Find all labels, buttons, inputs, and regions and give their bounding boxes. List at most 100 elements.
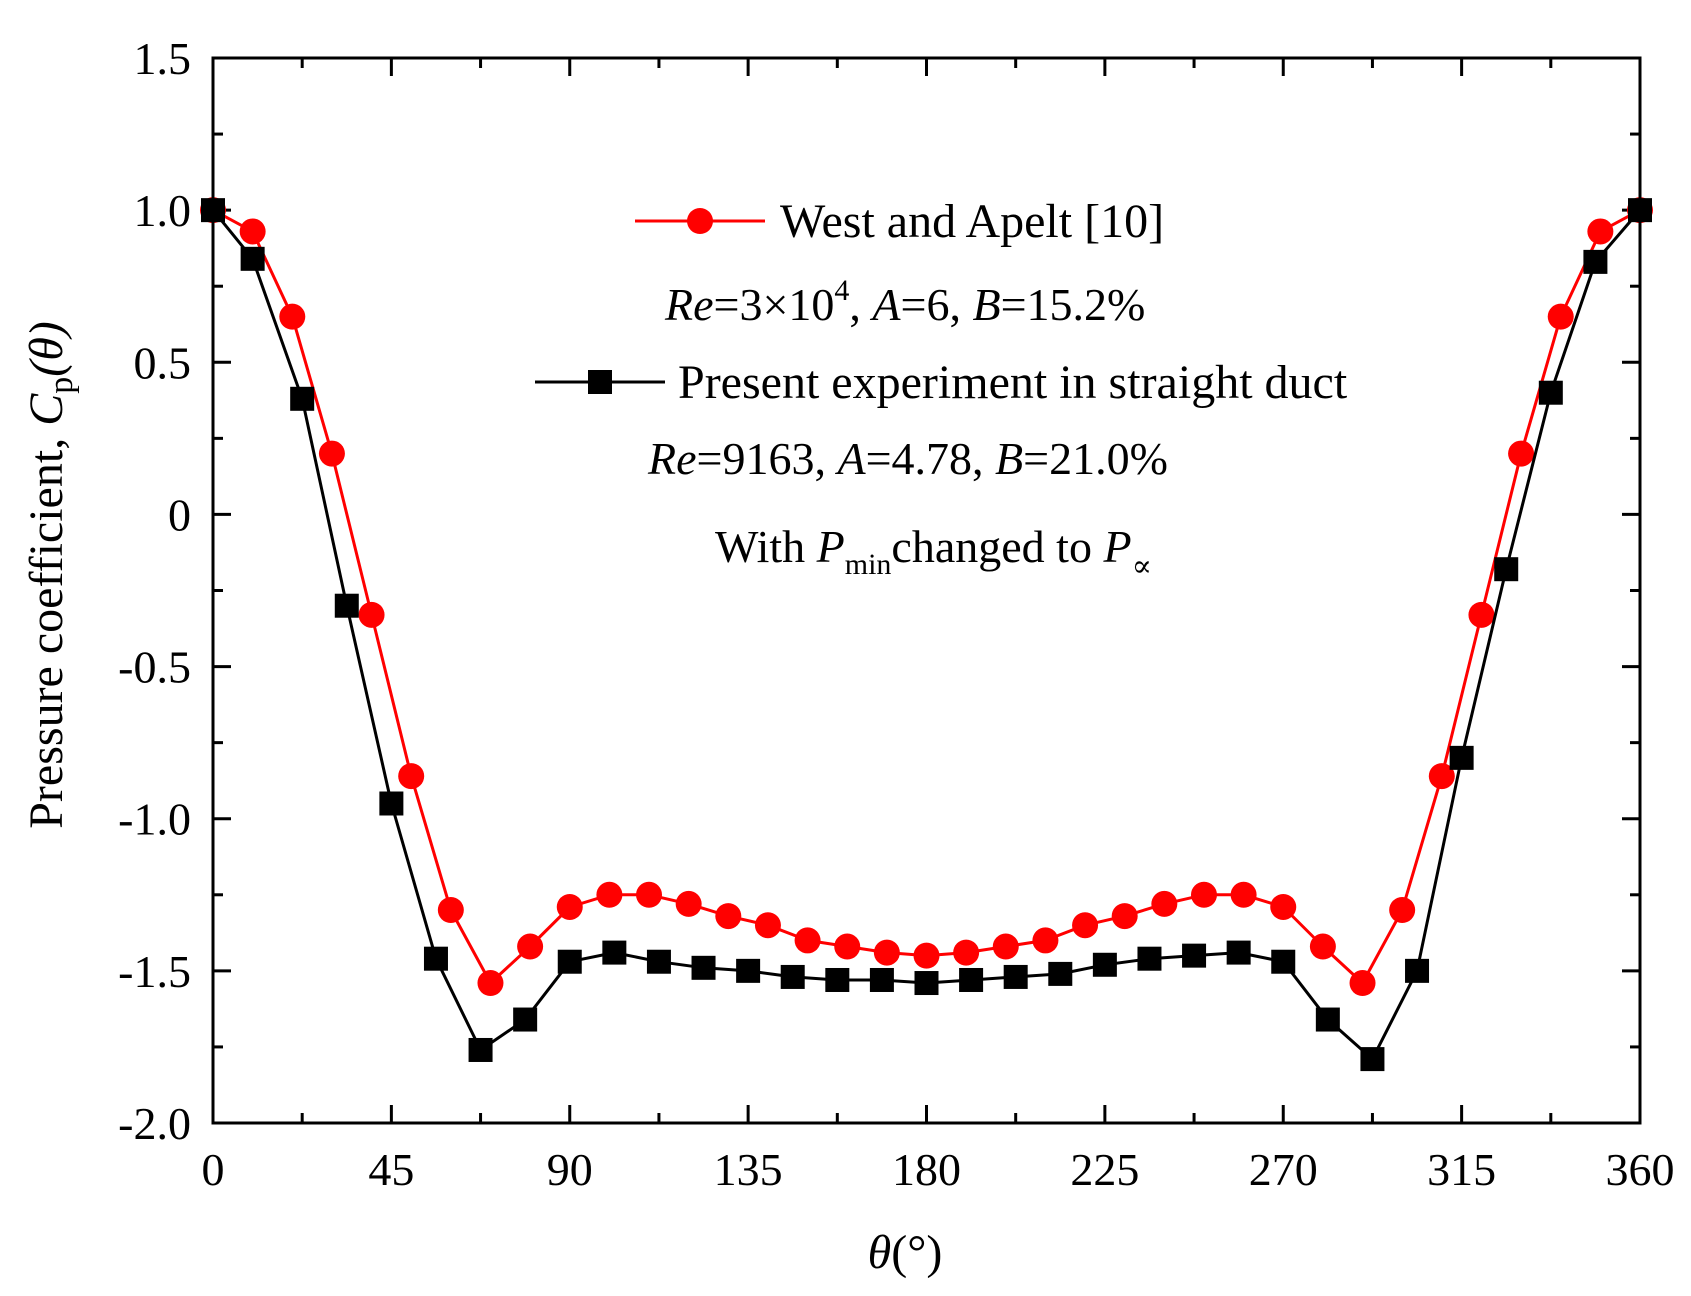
x-tick-labels: 0 45 90 135 180 225 270 315 360: [202, 1144, 1675, 1195]
data-point: [477, 970, 504, 997]
data-point: [1494, 557, 1519, 582]
y-tick-label: -0.5: [118, 642, 191, 693]
data-point: [1538, 380, 1563, 405]
data-point: [1271, 949, 1296, 974]
data-point: [468, 1037, 493, 1062]
data-point: [1583, 249, 1608, 274]
data-point: [358, 601, 385, 628]
legend-params-west: Re=3×104, A=6, B=15.2%: [664, 274, 1145, 330]
x-tick-label: 315: [1427, 1144, 1496, 1195]
data-point: [602, 940, 627, 965]
x-tick-label: 270: [1249, 1144, 1318, 1195]
data-point: [780, 964, 805, 989]
y-axis-title: Pressure coefficient, Cp(θ): [20, 321, 80, 829]
plot-frame: [211, 56, 1642, 1125]
series-present-experiment: [201, 198, 1652, 1072]
data-point: [646, 949, 671, 974]
x-tick-label: 0: [202, 1144, 225, 1195]
data-point: [959, 967, 984, 992]
x-tick-label: 135: [714, 1144, 783, 1195]
data-point: [1151, 890, 1178, 917]
data-point: [869, 967, 894, 992]
data-point: [834, 933, 861, 960]
data-point: [1309, 933, 1336, 960]
data-point: [1072, 912, 1099, 939]
data-point: [1547, 303, 1574, 330]
legend-label-present: Present experiment in straight duct: [678, 356, 1348, 409]
data-point: [290, 386, 315, 411]
data-point: [1349, 970, 1376, 997]
data-point: [691, 955, 716, 980]
data-point: [1315, 1007, 1340, 1032]
x-tick-label: 45: [368, 1144, 414, 1195]
legend-marker-west: [687, 208, 713, 234]
data-point: [1182, 943, 1207, 968]
data-point: [1092, 952, 1117, 977]
legend-params-present: Re=9163, A=4.78, B=21.0%: [647, 433, 1168, 484]
data-point: [715, 903, 742, 930]
legend-marker-present: [588, 370, 612, 394]
data-point: [1360, 1047, 1385, 1072]
legend-label-west: West and Apelt [10]: [780, 195, 1164, 248]
data-point: [1111, 903, 1138, 930]
data-point: [556, 893, 583, 920]
data-point: [1449, 745, 1474, 770]
data-point: [1230, 881, 1257, 908]
data-point: [1405, 958, 1430, 983]
y-tick-label: 0: [168, 489, 191, 540]
data-point: [557, 949, 582, 974]
data-point: [1048, 961, 1073, 986]
data-point: [279, 303, 306, 330]
data-point: [825, 967, 850, 992]
y-tick-label: -1.0: [118, 794, 191, 845]
x-tick-label: 180: [892, 1144, 961, 1195]
data-point: [1587, 218, 1614, 245]
y-tick-label: 1.0: [134, 185, 192, 236]
data-point: [398, 763, 425, 790]
data-point: [1468, 601, 1495, 628]
y-tick-label: -2.0: [118, 1098, 191, 1149]
data-point: [1226, 940, 1251, 965]
data-point: [736, 958, 761, 983]
data-point: [596, 881, 623, 908]
data-point: [239, 218, 266, 245]
data-point: [914, 971, 939, 996]
x-tick-label: 90: [547, 1144, 593, 1195]
data-point: [334, 593, 359, 618]
data-point: [873, 939, 900, 966]
y-tick-label: 0.5: [134, 337, 192, 388]
data-point: [1270, 893, 1297, 920]
data-point: [953, 939, 980, 966]
data-point: [1137, 946, 1162, 971]
data-point: [1389, 897, 1416, 923]
series-layer: [200, 197, 1653, 1072]
x-tick-label: 225: [1070, 1144, 1139, 1195]
data-point: [794, 927, 821, 954]
data-point: [675, 890, 702, 917]
y-tick-label: -1.5: [118, 946, 191, 997]
data-point: [1190, 881, 1217, 908]
data-point: [1003, 964, 1028, 989]
y-tick-labels: 1.5 1.0 0.5 0 -0.5 -1.0 -1.5 -2.0: [118, 33, 191, 1149]
data-point: [1032, 927, 1059, 954]
data-point: [513, 1007, 538, 1032]
data-point: [423, 946, 448, 971]
data-point: [1428, 763, 1455, 790]
data-point: [913, 942, 940, 969]
data-point: [437, 897, 464, 923]
data-point: [318, 440, 345, 467]
data-point: [992, 933, 1019, 960]
data-point: [240, 246, 265, 271]
data-point: [636, 881, 663, 908]
x-tick-label: 360: [1606, 1144, 1675, 1195]
x-axis-title: θ(°): [868, 1226, 943, 1279]
data-point: [517, 933, 544, 960]
legend-note: With Pminchanged to P∝: [715, 521, 1152, 583]
data-point: [1508, 440, 1535, 467]
legend: West and Apelt [10] Re=3×104, A=6, B=15.…: [535, 195, 1348, 583]
data-point: [379, 791, 404, 816]
data-point: [754, 912, 781, 939]
y-tick-label: 1.5: [134, 33, 192, 84]
